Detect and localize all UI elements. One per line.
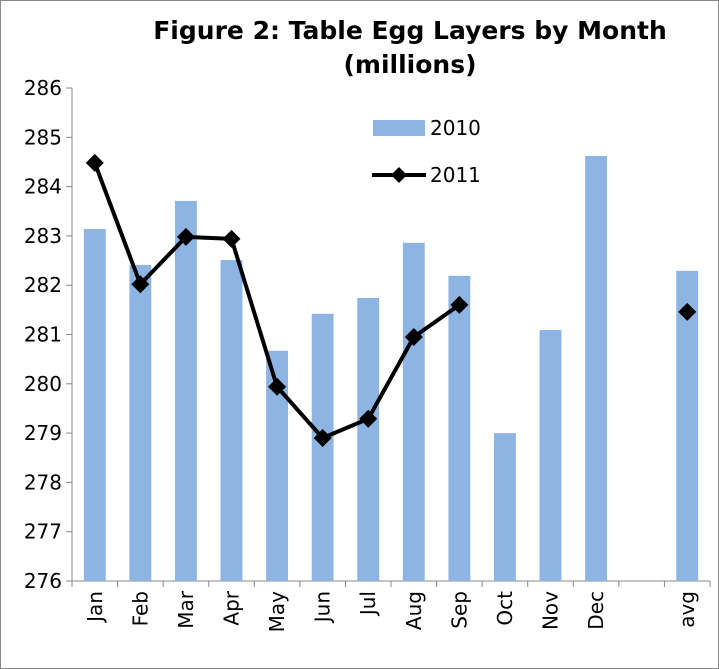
x-tick-label: avg xyxy=(675,591,699,628)
y-tick-label: 276 xyxy=(24,569,62,593)
y-tick-label: 283 xyxy=(24,224,62,248)
marker xyxy=(678,302,697,321)
bar xyxy=(585,156,608,581)
marker xyxy=(450,295,469,314)
bar xyxy=(311,313,334,581)
y-tick-label: 284 xyxy=(24,175,62,199)
legend-label: 2011 xyxy=(430,163,481,187)
y-tick-label: 281 xyxy=(24,323,62,347)
x-tick-label: Dec xyxy=(584,591,608,630)
x-tick-label: Apr xyxy=(220,590,244,625)
bar xyxy=(676,270,699,581)
x-tick-label: Sep xyxy=(447,591,471,629)
y-tick-label: 282 xyxy=(24,273,62,297)
bar xyxy=(83,228,106,582)
bar xyxy=(174,200,197,581)
marker xyxy=(85,153,104,172)
x-tick-label: Aug xyxy=(402,591,426,630)
bar xyxy=(220,260,243,581)
marker xyxy=(359,409,378,428)
y-tick-label: 286 xyxy=(24,76,62,100)
bar xyxy=(357,298,380,581)
y-tick-label: 278 xyxy=(24,470,62,494)
marker xyxy=(222,229,241,248)
x-tick-label: Nov xyxy=(539,591,563,630)
x-tick-label: May xyxy=(265,591,289,633)
x-tick-label: Jul xyxy=(356,591,380,617)
bar xyxy=(493,433,516,581)
y-tick-label: 279 xyxy=(24,421,62,445)
bar xyxy=(448,275,471,581)
legend-label: 2010 xyxy=(430,116,481,140)
x-tick-label: Oct xyxy=(493,591,517,626)
chart-title: Figure 2: Table Egg Layers by Month (mil… xyxy=(153,16,667,79)
legend-swatch xyxy=(373,120,425,136)
marker xyxy=(131,275,150,294)
marker xyxy=(268,377,287,396)
y-tick-label: 277 xyxy=(24,520,62,544)
x-tick-label: Feb xyxy=(128,591,152,626)
x-tick-label: Mar xyxy=(174,590,198,629)
bar xyxy=(129,264,152,581)
legend-marker xyxy=(391,167,407,183)
y-tick-label: 280 xyxy=(24,372,62,396)
y-tick-label: 285 xyxy=(24,125,62,149)
marker xyxy=(404,327,423,346)
x-tick-label: Jun xyxy=(311,591,335,624)
bar xyxy=(539,330,562,581)
bar xyxy=(266,350,289,581)
bar xyxy=(402,242,425,581)
marker xyxy=(313,429,332,448)
marker xyxy=(176,227,195,246)
x-tick-label: Jan xyxy=(83,591,107,624)
